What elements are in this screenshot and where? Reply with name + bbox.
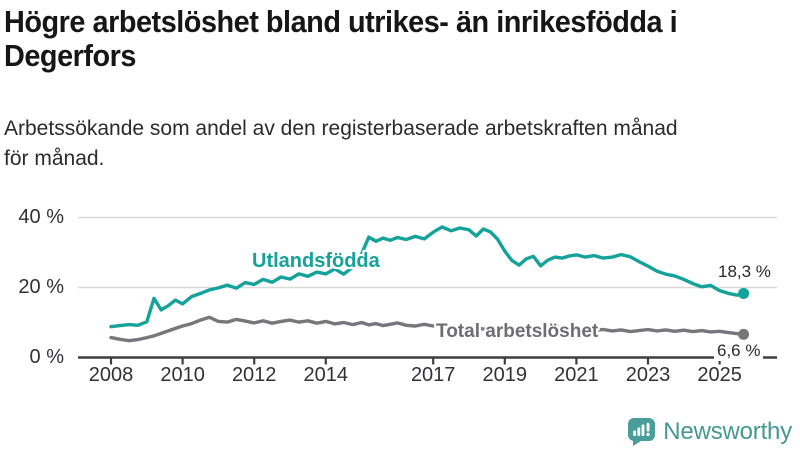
y-tick-label: 20 %	[18, 275, 64, 298]
chart-title-line-2: Degerfors	[4, 38, 137, 73]
x-tick-label: 2014	[303, 364, 349, 386]
series-label-total-arbetsloshet: Total arbetslöshet	[436, 321, 599, 342]
series-end-dot-1	[738, 328, 750, 340]
x-tick-label: 2025	[697, 364, 742, 386]
newsworthy-logo: Newsworthy	[628, 418, 792, 446]
y-tick-label: 40 %	[18, 205, 64, 228]
end-value-label-total: 6,6 %	[714, 341, 764, 361]
x-tick-label: 2023	[625, 364, 671, 386]
chart-subtitle-line-1: Arbetssökande som andel av den registerb…	[4, 117, 678, 140]
x-tick-label: 2008	[88, 364, 134, 386]
x-tick-label: 2021	[554, 364, 599, 386]
x-tick-label: 2012	[231, 364, 277, 386]
newsworthy-logo-icon	[628, 418, 656, 446]
series-label-utlandsfodda: Utlandsfödda	[252, 250, 380, 272]
chart-title: Högre arbetslöshet bland utrikes- än inr…	[4, 5, 728, 73]
series-end-dot-0	[738, 287, 750, 299]
y-tick-label: 0 %	[29, 345, 64, 368]
newsworthy-wordmark: Newsworthy	[663, 418, 792, 445]
series-line-0	[109, 225, 746, 329]
end-value-label-utlandsfodda: 18,3 %	[718, 262, 771, 281]
x-tick-label: 2017	[410, 364, 456, 386]
chart-subtitle-line-2: för månad.	[4, 147, 105, 170]
chart-subtitle: Arbetssökande som andel av den registerb…	[4, 114, 678, 174]
series-line-1	[109, 315, 746, 343]
x-tick-label: 2010	[160, 364, 205, 386]
chart-title-line-1: Högre arbetslöshet bland utrikes- än inr…	[4, 4, 678, 39]
x-tick-label: 2019	[482, 364, 528, 386]
